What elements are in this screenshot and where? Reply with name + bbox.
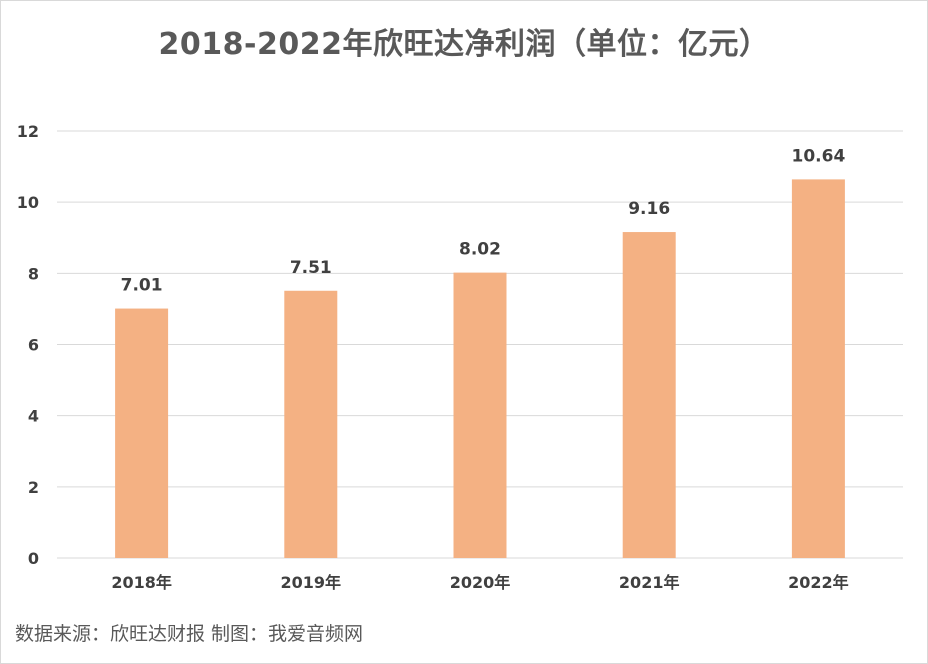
x-category-label: 2019年 bbox=[281, 573, 342, 592]
y-tick-label: 2 bbox=[28, 478, 39, 497]
source-note: 数据来源：欣旺达财报 制图：我爱音频网 bbox=[15, 623, 364, 645]
data-label: 7.01 bbox=[121, 276, 163, 296]
bar bbox=[791, 179, 845, 559]
x-category-label: 2021年 bbox=[619, 573, 680, 592]
x-axis-categories: 2018年 2019年 2020年 2021年 2022年 bbox=[111, 573, 848, 592]
bar bbox=[115, 308, 169, 558]
x-category-label: 2018年 bbox=[111, 573, 172, 592]
bars bbox=[115, 179, 845, 559]
y-axis-ticks: 0 2 4 6 8 10 12 bbox=[17, 122, 39, 568]
y-tick-label: 8 bbox=[28, 264, 39, 283]
data-label: 8.02 bbox=[459, 240, 501, 260]
y-tick-label: 12 bbox=[17, 122, 39, 141]
data-label: 7.51 bbox=[290, 258, 332, 278]
x-category-label: 2020年 bbox=[450, 573, 511, 592]
bar bbox=[284, 290, 338, 558]
y-tick-label: 4 bbox=[28, 407, 39, 426]
y-tick-label: 10 bbox=[17, 193, 39, 212]
bar bbox=[453, 272, 507, 558]
y-tick-label: 0 bbox=[28, 549, 39, 568]
chart-title: 2018-2022年欣旺达净利润（单位：亿元） bbox=[158, 27, 770, 62]
bar bbox=[622, 232, 676, 558]
data-labels: 7.01 7.51 8.02 9.16 10.64 bbox=[121, 146, 846, 295]
x-category-label: 2022年 bbox=[788, 573, 849, 592]
data-label: 9.16 bbox=[628, 199, 670, 219]
data-label: 10.64 bbox=[792, 146, 846, 166]
y-tick-label: 6 bbox=[28, 336, 39, 355]
